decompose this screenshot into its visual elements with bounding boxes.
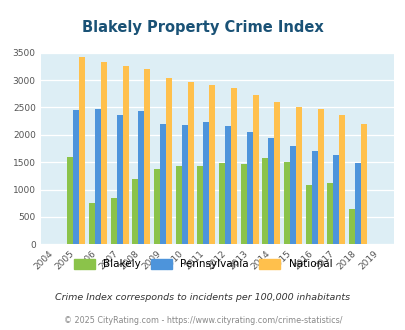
Bar — [153, 169, 160, 244]
Bar — [203, 122, 209, 244]
Bar — [305, 184, 311, 244]
Bar — [333, 155, 339, 244]
Bar — [224, 126, 230, 244]
Bar — [110, 198, 116, 244]
Bar — [354, 163, 360, 244]
Bar — [283, 162, 289, 244]
Text: © 2025 CityRating.com - https://www.cityrating.com/crime-statistics/: © 2025 CityRating.com - https://www.city… — [64, 316, 341, 325]
Bar — [246, 132, 252, 244]
Bar — [252, 95, 258, 244]
Bar — [166, 78, 172, 244]
Legend: Blakely, Pennsylvania, National: Blakely, Pennsylvania, National — [70, 255, 335, 274]
Bar — [101, 62, 107, 244]
Bar — [339, 115, 345, 244]
Bar — [209, 84, 215, 244]
Bar — [160, 124, 166, 244]
Bar — [317, 109, 323, 244]
Text: Crime Index corresponds to incidents per 100,000 inhabitants: Crime Index corresponds to incidents per… — [55, 293, 350, 302]
Bar — [132, 179, 138, 244]
Bar — [230, 88, 237, 244]
Bar — [187, 82, 193, 244]
Bar — [79, 57, 85, 244]
Bar — [67, 157, 73, 244]
Bar — [175, 166, 181, 244]
Bar — [240, 164, 246, 244]
Bar — [138, 111, 144, 244]
Bar — [360, 124, 366, 244]
Bar — [289, 146, 295, 244]
Bar — [89, 203, 95, 244]
Bar — [311, 151, 317, 244]
Bar — [274, 102, 280, 244]
Bar — [122, 66, 128, 244]
Bar — [326, 183, 333, 244]
Bar — [116, 115, 122, 244]
Text: Blakely Property Crime Index: Blakely Property Crime Index — [82, 20, 323, 35]
Bar — [218, 163, 224, 244]
Bar — [144, 69, 150, 244]
Bar — [262, 158, 268, 244]
Bar — [295, 107, 301, 244]
Bar — [95, 109, 101, 244]
Bar — [268, 138, 274, 244]
Bar — [181, 125, 187, 244]
Bar — [197, 166, 203, 244]
Bar — [73, 110, 79, 244]
Bar — [348, 209, 354, 244]
